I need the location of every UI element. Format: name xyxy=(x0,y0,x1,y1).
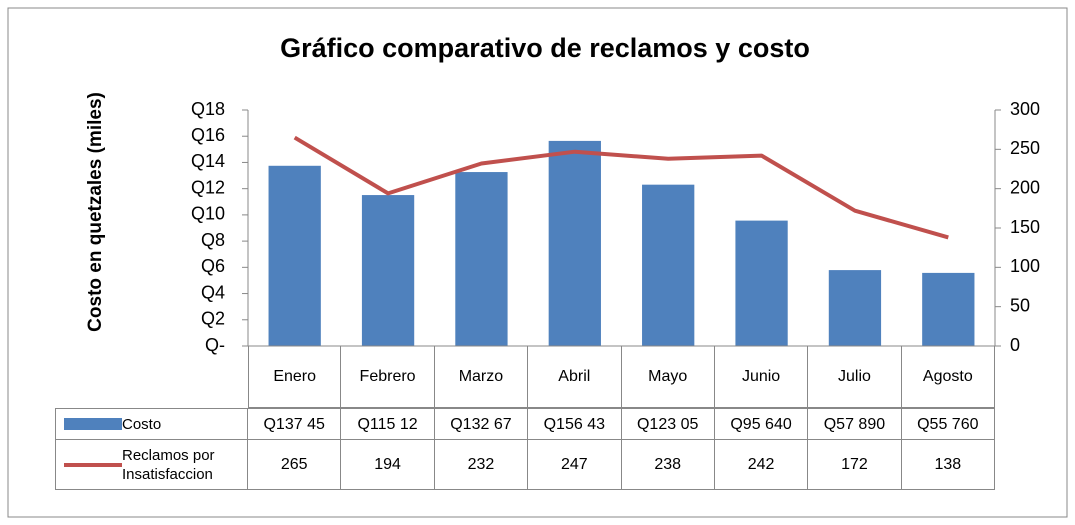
y2-tick-label: 100 xyxy=(1010,256,1040,276)
y-tick-label: Q- xyxy=(205,335,225,355)
y2-tick-label: 300 xyxy=(1010,99,1040,119)
data-table-cell: Q123 05 xyxy=(621,408,715,440)
data-table-cell: Q95 640 xyxy=(714,408,809,440)
bar xyxy=(642,184,695,346)
data-table-cell: Q55 760 xyxy=(901,408,995,440)
category-cell: Marzo xyxy=(434,346,529,408)
data-table-cell: 242 xyxy=(714,440,809,490)
data-table-cell: Q156 43 xyxy=(528,408,622,440)
y-tick-label: Q18 xyxy=(191,99,225,119)
legend-cell: Reclamos por Insatisfaccion xyxy=(55,440,248,490)
category-cell: Enero xyxy=(248,346,342,408)
data-table-cell: 172 xyxy=(808,440,902,490)
data-table-cell: 265 xyxy=(248,440,342,490)
y-tick-label: Q2 xyxy=(201,309,225,329)
y-tick-label: Q6 xyxy=(201,256,225,276)
data-table-cell: 247 xyxy=(528,440,622,490)
legend-label: Reclamos por Insatisfaccion xyxy=(122,446,215,483)
y2-tick-label: 250 xyxy=(1010,138,1040,158)
legend-key xyxy=(64,462,122,467)
bar xyxy=(548,140,601,346)
bar xyxy=(268,165,321,346)
bar xyxy=(735,220,788,346)
y-tick-label: Q4 xyxy=(201,282,225,302)
y2-tick-label: 0 xyxy=(1010,335,1020,355)
category-cell: Junio xyxy=(714,346,809,408)
bar xyxy=(455,172,508,346)
chart-frame xyxy=(7,7,1068,518)
line xyxy=(293,135,949,240)
y-tick-label: Q8 xyxy=(201,230,225,250)
category-cell: Agosto xyxy=(901,346,995,408)
y-tick-label: Q16 xyxy=(191,125,225,145)
data-table-cell: 138 xyxy=(901,440,995,490)
data-table-cell: 194 xyxy=(341,440,435,490)
category-cell: Mayo xyxy=(621,346,715,408)
bar xyxy=(922,272,975,346)
data-table-cell: 232 xyxy=(434,440,529,490)
data-table-cell: 238 xyxy=(621,440,715,490)
data-table-cell: Q57 890 xyxy=(808,408,902,440)
bar xyxy=(361,195,415,346)
category-cell: Abril xyxy=(528,346,622,408)
y2-tick-label: 50 xyxy=(1010,295,1030,315)
data-table-cell: Q137 45 xyxy=(248,408,342,440)
data-table-cell: Q115 12 xyxy=(341,408,435,440)
legend-key xyxy=(64,418,122,430)
chart-title: Gráfico comparativo de reclamos y costo xyxy=(280,33,810,63)
y-tick-label: Q14 xyxy=(191,151,225,171)
y-axis-title: Costo en quetzales (miles) xyxy=(85,92,106,332)
category-cell: Julio xyxy=(808,346,902,408)
data-table-cell: Q132 67 xyxy=(434,408,529,440)
legend-cell: Costo xyxy=(55,408,248,440)
y-tick-label: Q10 xyxy=(191,204,225,224)
y2-tick-label: 150 xyxy=(1010,217,1040,237)
category-cell: Febrero xyxy=(341,346,435,408)
y-tick-label: Q12 xyxy=(191,177,225,197)
bar xyxy=(828,270,882,346)
y2-tick-label: 200 xyxy=(1010,177,1040,197)
legend-label: Costo xyxy=(122,415,162,433)
